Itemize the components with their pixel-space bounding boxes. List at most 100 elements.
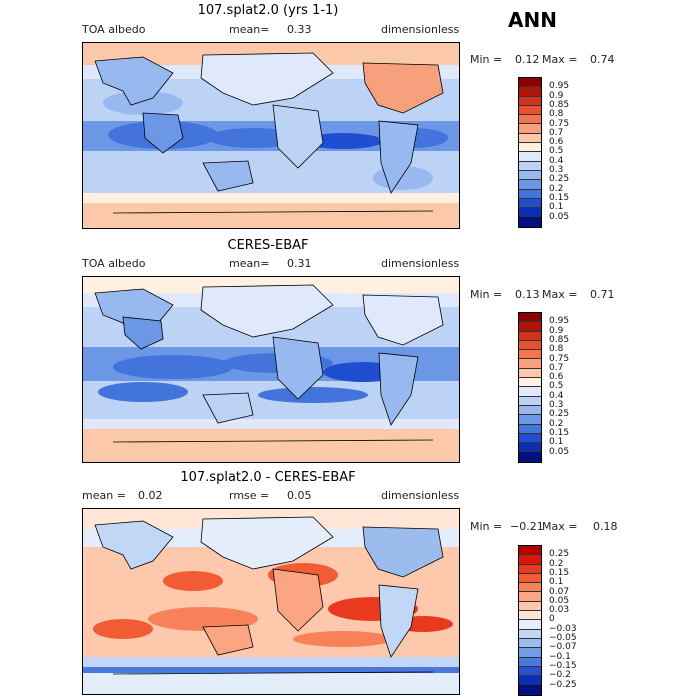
colorbar-level-label: 0.8 xyxy=(549,109,564,120)
colorbar-level-label: 0.1 xyxy=(549,437,564,448)
colorbar-swatch xyxy=(519,573,541,584)
panel2-min-value: 0.13 xyxy=(515,288,540,301)
colorbar-swatch xyxy=(519,405,541,416)
colorbar-level-label: −0.2 xyxy=(549,670,571,681)
panel3-rmse-label: rmse = xyxy=(229,489,270,502)
colorbar-level-label: 0.85 xyxy=(549,99,570,110)
colorbar-swatch xyxy=(519,124,541,134)
colorbar-swatch xyxy=(519,161,541,171)
colorbar-swatch xyxy=(519,415,541,425)
colorbar-swatch xyxy=(519,143,541,153)
colorbar-swatch xyxy=(519,396,541,406)
colorbar-swatch xyxy=(519,424,541,434)
panel1-min-value: 0.12 xyxy=(515,53,540,66)
colorbar-level-label: 0.4 xyxy=(549,390,564,401)
colorbar-level-label: 0.5 xyxy=(549,381,564,392)
colorbar-level-label: 0.95 xyxy=(549,316,570,327)
colorbar-level-label: 0.85 xyxy=(549,334,570,345)
colorbar-swatch xyxy=(519,105,541,116)
panel2-max-value: 0.71 xyxy=(590,288,615,301)
colorbar-swatch xyxy=(519,96,541,106)
panel1-map xyxy=(82,42,460,229)
colorbar-swatch xyxy=(519,378,541,388)
colorbar-swatch xyxy=(519,601,541,612)
panel1-max-label: Max = xyxy=(542,53,578,66)
colorbar-level-label: 0.2 xyxy=(549,418,564,429)
colorbar-swatch xyxy=(519,452,541,462)
panel3-mean-value: 0.02 xyxy=(138,489,163,502)
panel3-units: dimensionless xyxy=(381,489,460,502)
colorbar-level-label: 0.05 xyxy=(549,211,570,222)
colorbar-swatch xyxy=(519,78,541,88)
colorbar-swatch xyxy=(519,189,541,199)
colorbar-swatch xyxy=(519,629,541,639)
colorbar-level-label: 0.9 xyxy=(549,325,564,336)
colorbar-swatch xyxy=(519,180,541,190)
colorbar-level-label: 0.7 xyxy=(549,362,564,373)
colorbar-level-label: −0.1 xyxy=(549,651,571,662)
colorbar-level-label: 0.07 xyxy=(549,586,570,597)
colorbar-level-label: 0 xyxy=(549,614,555,625)
colorbar-level-label: 0.6 xyxy=(549,137,564,148)
colorbar-level-label: 0.05 xyxy=(549,595,570,606)
colorbar-swatch xyxy=(519,443,541,453)
colorbar-swatch xyxy=(519,648,541,658)
colorbar-level-label: 0.75 xyxy=(549,118,570,129)
colorbar-swatch xyxy=(519,350,541,360)
panel3-mean-label: mean = xyxy=(82,489,126,502)
colorbar-swatch xyxy=(519,217,541,227)
colorbar-swatch xyxy=(519,638,541,649)
colorbar-level-label: 0.6 xyxy=(549,372,564,383)
colorbar-level-label: 0.3 xyxy=(549,165,564,175)
colorbar-swatch xyxy=(519,368,541,379)
colorbar-swatch xyxy=(519,170,541,181)
colorbar-swatch xyxy=(519,152,541,162)
colorbar-swatch xyxy=(519,676,541,686)
panel3-min-label: Min = xyxy=(470,520,503,533)
panel2-mean-label: mean= xyxy=(229,257,270,270)
colorbar-swatch xyxy=(519,555,541,565)
colorbar-level-label: 0.75 xyxy=(549,353,570,364)
panel2-units: dimensionless xyxy=(381,257,460,270)
panel3-title: 107.splat2.0 - CERES-EBAF xyxy=(180,470,356,485)
panel1-max-value: 0.74 xyxy=(590,53,615,66)
colorbar-swatch xyxy=(519,340,541,351)
colorbar-swatch xyxy=(519,133,541,144)
colorbar-level-label: 0.25 xyxy=(549,409,570,420)
colorbar-swatch xyxy=(519,198,541,209)
colorbar-swatch xyxy=(519,322,541,332)
colorbar-level-label: 0.8 xyxy=(549,344,564,355)
colorbar-level-label: 0.05 xyxy=(549,446,570,457)
colorbar-swatch xyxy=(519,359,541,369)
colorbar-swatch xyxy=(519,666,541,677)
panel3-min-value: −0.21 xyxy=(510,520,544,533)
colorbar-level-label: 0.4 xyxy=(549,155,564,166)
panel2-max-label: Max = xyxy=(542,288,578,301)
colorbar-swatch xyxy=(519,208,541,218)
panel2-mean-value: 0.31 xyxy=(287,257,312,270)
colorbar-swatch xyxy=(519,657,541,667)
colorbar-level-label: 0.25 xyxy=(549,174,570,185)
panel1-units: dimensionless xyxy=(381,23,460,36)
colorbar-level-label: −0.15 xyxy=(549,660,577,671)
panel2-field-label: TOA albedo xyxy=(82,257,146,270)
colorbar-level-label: 0.15 xyxy=(549,427,570,438)
panel1-min-label: Min = xyxy=(470,53,503,66)
colorbar-level-label: 0.5 xyxy=(549,146,564,157)
colorbar-level-label: 0.1 xyxy=(549,202,564,213)
colorbar-level-label: 0.15 xyxy=(549,567,570,578)
colorbar-level-label: 0.7 xyxy=(549,127,564,138)
colorbar-swatch xyxy=(519,331,541,341)
colorbar-swatch xyxy=(519,592,541,602)
colorbar-swatch xyxy=(519,313,541,323)
colorbar-swatch xyxy=(519,685,541,695)
season-label: ANN xyxy=(508,8,557,32)
colorbar-level-label: 0.2 xyxy=(549,183,564,194)
colorbar-level-label: 0.1 xyxy=(549,577,564,588)
colorbar-level-label: −0.05 xyxy=(549,633,577,643)
colorbar-level-label: −0.25 xyxy=(549,679,577,690)
colorbar-level-label: 0.03 xyxy=(549,605,570,616)
colorbar-swatch xyxy=(519,611,541,621)
colorbar-level-label: 0.95 xyxy=(549,81,570,92)
colorbar-level-label: 0.9 xyxy=(549,90,564,101)
